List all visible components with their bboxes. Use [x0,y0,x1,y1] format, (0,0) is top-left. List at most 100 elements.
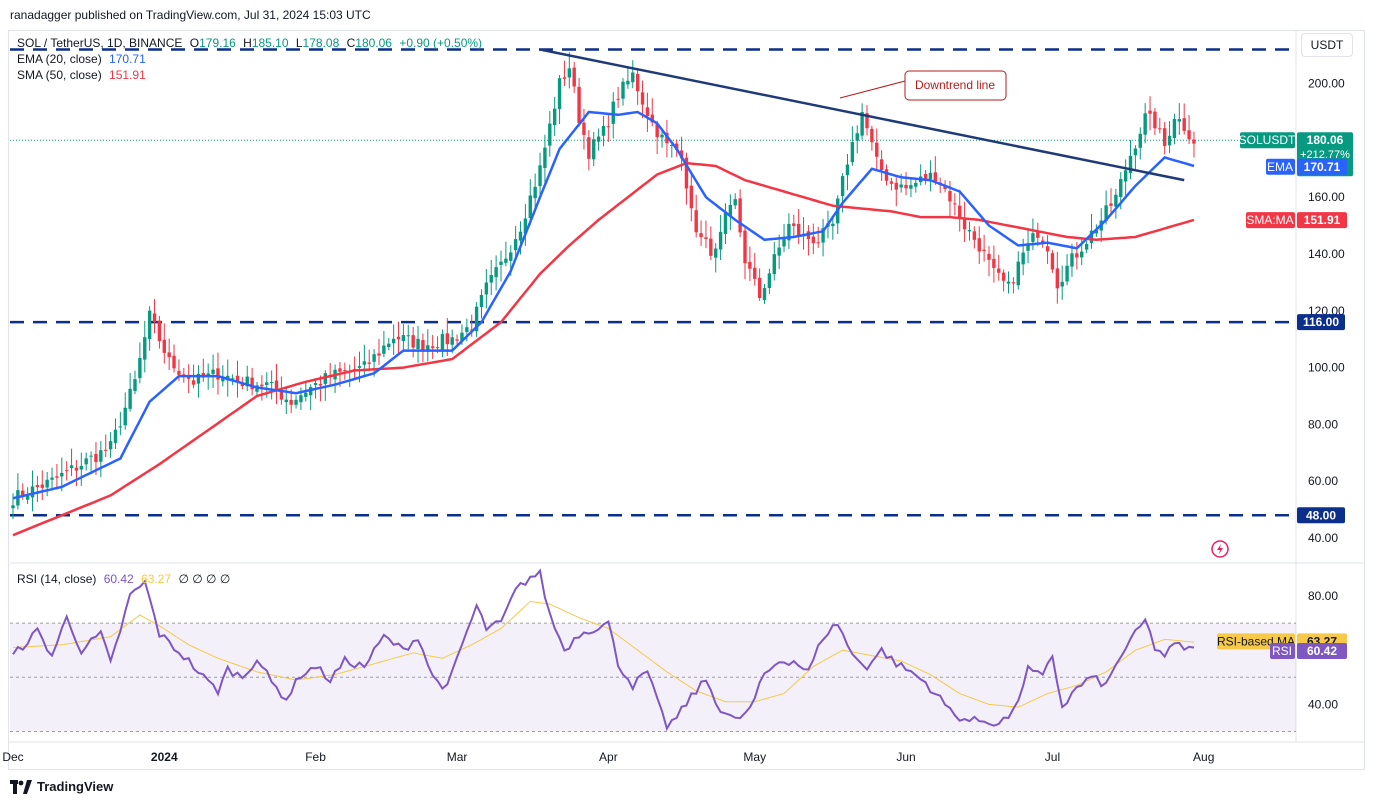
candle-body [548,123,552,146]
candle-body [128,388,132,409]
candle-body [933,172,938,182]
last-price-change: +212.77% [1300,149,1350,161]
level-tag-label: 48.00 [1306,508,1336,522]
candle-body [904,184,908,189]
legend-ema[interactable]: EMA (20, close) 170.71 [17,52,150,66]
candle-body [655,124,659,138]
candle-body [499,261,503,265]
candle-body [1065,265,1069,282]
candle-body [1123,170,1128,182]
candle-body [674,143,679,150]
candle-body [147,310,152,339]
legend-rsi[interactable]: RSI (14, close) 60.42 63.27 ∅ ∅ ∅ ∅ [17,572,234,586]
candle-body [318,384,323,386]
legend-ohlc: SOL / TetherUS, 1D, BINANCE O179.16 H185… [17,36,486,50]
candle-body [718,231,723,250]
candle-body [1060,281,1064,287]
legend-rsi-extra: ∅ ∅ ∅ ∅ [178,572,231,586]
candle-body [289,400,293,405]
candle-body [811,236,816,244]
candle-body [875,142,879,157]
candle-body [343,369,347,371]
candle-body [1006,281,1011,284]
candle-body [606,126,611,128]
tradingview-logo[interactable]: TradingView [10,779,113,794]
currency-button[interactable]: USDT [1301,33,1353,57]
last-price-value: 180.06 [1307,133,1344,147]
level-tag-bg [1297,314,1345,331]
candle-body [948,190,952,202]
candle-body [30,486,35,498]
candle-body [162,339,166,353]
candle-body [987,253,991,260]
x-tick-label: Jul [1045,750,1060,764]
candle-body [250,377,254,390]
candle-body [850,142,855,163]
candle-body [884,169,889,181]
tradingview-logo-icon [10,779,32,794]
candle-body [694,210,698,233]
candle-body [269,382,274,384]
candle-body [265,382,269,385]
x-tick-label: 2024 [151,750,178,764]
candle-body [1050,253,1055,270]
candle-body [40,484,44,488]
candle-body [816,242,820,244]
candle-body [1094,230,1099,234]
candle-body [577,86,581,124]
legend-sma[interactable]: SMA (50, close) 151.91 [17,68,150,82]
legend-open: 179.16 [199,36,236,50]
candle-body [216,368,220,380]
last-price-symbol: SOLUSDT [1239,133,1296,147]
candle-body [879,159,884,171]
candle-body [889,181,894,184]
candle-body [928,172,933,179]
candle-body [1153,111,1157,129]
legend-ema-value: 170.71 [109,52,146,66]
candle-body [909,184,913,189]
candle-body [1084,244,1089,250]
candle-body [689,185,694,209]
candle-body [1070,253,1074,267]
candle-body [367,362,371,364]
candle-body [1143,113,1147,135]
candle-body [782,239,786,247]
legend-ema-label: EMA (20, close) [17,52,102,66]
sma-tag-label: SMA:MA [1246,213,1293,227]
y-tick-label: 40.00 [1308,531,1338,545]
rsi-y-tick-label: 40.00 [1308,697,1338,711]
x-tick-label: Mar [447,750,468,764]
candle-body [557,78,562,109]
candle-body [357,366,362,368]
candle-body [704,237,708,239]
candle-body [235,375,240,382]
candle-body [387,343,391,348]
candle-body [152,313,157,323]
candle-body [1133,148,1138,156]
candle-body [143,337,147,360]
candle-body [1128,155,1133,173]
candle-body [523,218,528,234]
callout-box [904,70,1007,101]
legend-low: 178.08 [302,36,340,50]
candle-body [484,282,489,295]
candle-body [513,239,518,251]
y-tick-label: 140.00 [1308,247,1345,261]
lightning-icon-ring [1211,540,1229,558]
candle-body [670,144,674,147]
candle-body [1158,128,1162,130]
candle-body [304,392,308,397]
candle-body [211,369,215,374]
candle-body [167,352,171,358]
legend-high: 185.10 [251,36,289,50]
candle-body [943,185,947,190]
candle-body [728,204,733,216]
candle-body [796,223,801,236]
candle-body [396,336,401,340]
candle-body [855,133,859,141]
candle-body [435,347,440,349]
candle-body [543,147,547,168]
candle-body [552,108,557,126]
candle-body [821,228,825,243]
